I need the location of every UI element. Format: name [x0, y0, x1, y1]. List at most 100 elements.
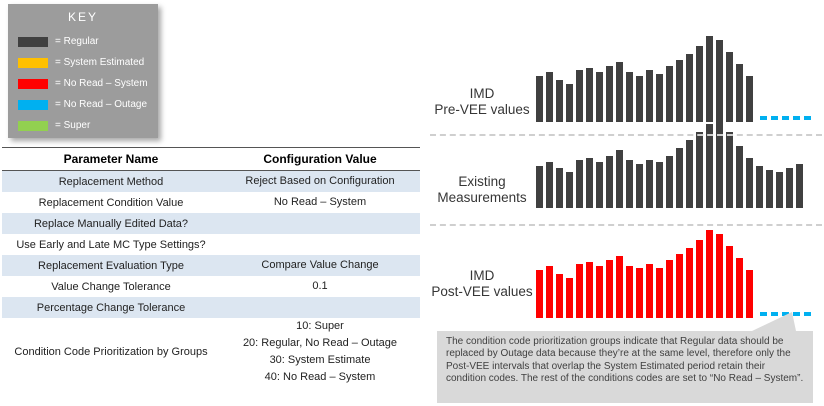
- bar: [666, 260, 673, 318]
- key-legend: KEY = Regular = System Estimated = No Read…: [8, 4, 158, 138]
- value-cell: 0.1: [220, 276, 420, 297]
- legend-swatch: [18, 78, 48, 89]
- legend-item: = System Estimated: [18, 52, 158, 73]
- legend-item: = Super: [18, 115, 158, 136]
- bar: [696, 132, 703, 208]
- value-cell: No Read – System: [220, 192, 420, 213]
- bar: [546, 266, 553, 318]
- value-cell: 10: Super 20: Regular, No Read – Outage 30…: [220, 318, 420, 386]
- param-cell: Percentage Change Tolerance: [36, 301, 186, 314]
- bar: [716, 234, 723, 318]
- value-cell: Reject Based on Configuration: [220, 171, 420, 193]
- config-table: Parameter Name Configuration Value Repla…: [2, 147, 420, 386]
- bar: [726, 52, 733, 122]
- bar: [676, 148, 683, 208]
- legend-swatch: [18, 120, 48, 131]
- bar: [676, 60, 683, 122]
- bar: [646, 264, 653, 318]
- param-cell: Replace Manually Edited Data?: [33, 217, 189, 230]
- chart-label-line: Pre-VEE values: [434, 102, 530, 118]
- bar: [576, 264, 583, 318]
- chart-label-line: IMD: [469, 268, 495, 283]
- bar: [656, 268, 663, 318]
- config-table-body: Replacement Method Reject Based on Config…: [2, 170, 420, 387]
- bar: [596, 266, 603, 318]
- chart-label-line: Existing: [458, 174, 506, 189]
- chart-label-line: IMD: [469, 86, 495, 101]
- table-row: Condition Code Prioritization by Groups 1…: [2, 318, 420, 386]
- bar: [776, 172, 783, 208]
- bar: [716, 120, 723, 208]
- chart-label-line: Post-VEE values: [431, 284, 533, 300]
- chart-label-post-vee: IMD Post-VEE values: [426, 268, 538, 300]
- bar: [576, 160, 583, 208]
- bar: [616, 150, 623, 208]
- bar: [556, 80, 563, 122]
- legend-item: = Regular: [18, 31, 158, 52]
- bar: [546, 162, 553, 208]
- value-cell: [220, 297, 420, 318]
- bar: [736, 258, 743, 318]
- value-line: Compare Value Change: [261, 259, 379, 271]
- bar: [696, 46, 703, 122]
- bar: [626, 160, 633, 208]
- legend-label: = No Read – System: [55, 78, 148, 89]
- bar: [556, 168, 563, 208]
- param-cell: Replacement Evaluation Type: [38, 259, 184, 272]
- table-row: Replacement Condition Value No Read – Sys…: [2, 192, 420, 213]
- callout-text: The condition code prioritization groups…: [446, 336, 804, 385]
- chart-label-line: Measurements: [437, 190, 527, 206]
- legend-swatch: [18, 57, 48, 68]
- bar: [706, 124, 713, 208]
- key-title: KEY: [67, 10, 98, 24]
- bar: [536, 76, 543, 122]
- bar: [676, 254, 683, 318]
- chart-post-vee-bars: [536, 230, 753, 318]
- table-row: Replace Manually Edited Data?: [2, 213, 420, 234]
- bar: [586, 158, 593, 208]
- bar: [626, 72, 633, 122]
- bar: [536, 270, 543, 318]
- legend-label: = No Read – Outage: [55, 99, 148, 110]
- table-row: Replacement Method Reject Based on Config…: [2, 170, 420, 193]
- bar: [766, 170, 773, 208]
- bar: [566, 278, 573, 318]
- key-legend-items: = Regular = System Estimated = No Read – S…: [18, 31, 158, 136]
- bar: [596, 162, 603, 208]
- table-row: Percentage Change Tolerance: [2, 297, 420, 318]
- bar: [726, 132, 733, 208]
- bar: [656, 162, 663, 208]
- bar: [756, 166, 763, 208]
- bar: [696, 240, 703, 318]
- bar: [646, 70, 653, 122]
- bar: [586, 262, 593, 318]
- separator-dashed-line: [430, 134, 822, 136]
- bar: [686, 140, 693, 208]
- legend-item: = No Read – System: [18, 73, 158, 94]
- bar: [606, 260, 613, 318]
- bar: [626, 266, 633, 318]
- bar: [566, 172, 573, 208]
- bar: [656, 74, 663, 122]
- legend-swatch: [18, 36, 48, 47]
- value-line: No Read – System: [273, 196, 367, 208]
- param-cell: Replacement Method: [58, 175, 164, 188]
- bar: [606, 66, 613, 122]
- bar: [636, 76, 643, 122]
- table-row: Use Early and Late MC Type Settings?: [2, 234, 420, 255]
- chart-label-existing: Existing Measurements: [426, 174, 538, 206]
- bar: [636, 268, 643, 318]
- param-cell: Value Change Tolerance: [51, 280, 171, 293]
- bar: [536, 166, 543, 208]
- col-header-parameter-name: Parameter Name: [2, 147, 220, 171]
- value-line: 40: No Read – System: [264, 371, 376, 383]
- pre-vee-outage-dashes: [760, 116, 815, 120]
- bar: [546, 72, 553, 122]
- legend-label: = System Estimated: [55, 57, 145, 68]
- value-line: 10: Super: [296, 320, 344, 332]
- bar: [686, 248, 693, 318]
- legend-item: = No Read – Outage: [18, 94, 158, 115]
- value-cell: [220, 234, 420, 255]
- bar: [706, 230, 713, 318]
